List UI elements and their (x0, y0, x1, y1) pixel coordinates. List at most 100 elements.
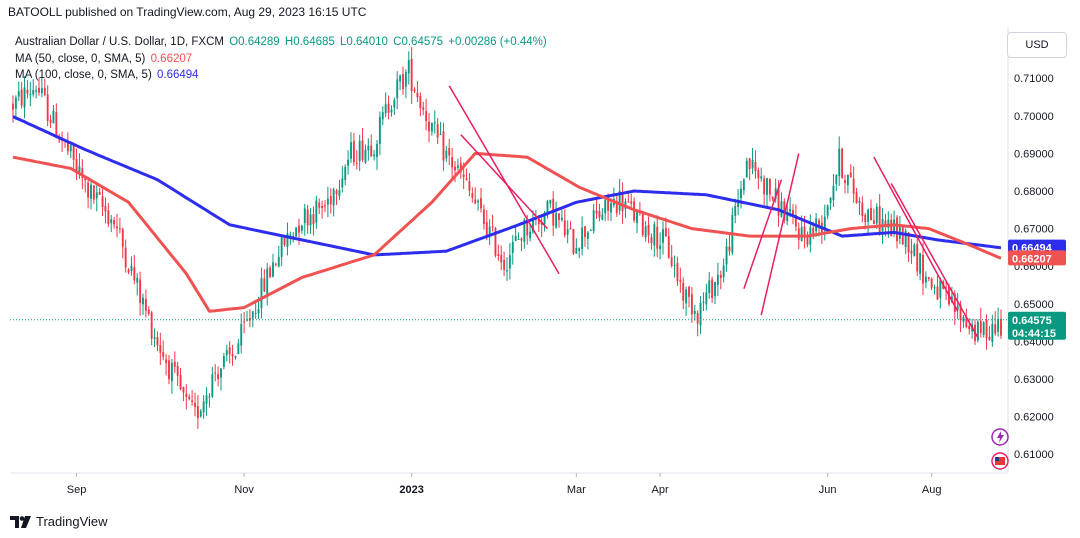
candle-body (170, 362, 173, 382)
candle-body (818, 220, 820, 226)
candle-body (280, 235, 283, 257)
candle-body (393, 99, 396, 108)
symbol-row: Australian Dollar / U.S. Dollar, 1D, FXC… (15, 34, 547, 51)
candle-body (812, 227, 815, 234)
candle-body (110, 219, 113, 224)
candle-body (298, 225, 300, 233)
candle-body (23, 87, 26, 108)
candle-body (780, 201, 783, 217)
candle-body (387, 103, 390, 113)
candle-body (832, 185, 835, 201)
candle-body (81, 168, 84, 178)
candle-body (890, 219, 893, 237)
candle-body (390, 109, 393, 113)
candle-body (211, 374, 214, 397)
candle-body (185, 393, 188, 397)
candle-body (771, 196, 774, 200)
candle-body (150, 312, 153, 339)
ohlc-open: O0.64289 (229, 36, 280, 48)
candle-body (69, 145, 72, 152)
candle-body (12, 103, 14, 110)
candle-body (488, 226, 491, 235)
candle-body (98, 191, 101, 195)
candle-body (529, 231, 532, 239)
candle-body (127, 269, 130, 273)
candle-body (904, 230, 907, 247)
candle-body (766, 178, 768, 195)
candle-body (939, 280, 942, 298)
candle-body (800, 227, 803, 241)
candle-body (66, 140, 69, 152)
ma50-legend-label: MA (50, close, 0, SMA, 5) (15, 52, 146, 65)
candle-body (231, 354, 234, 357)
candle-body (257, 308, 260, 314)
candle-body (43, 87, 46, 95)
ma50-line (12, 151, 1002, 313)
candle-body (563, 220, 566, 236)
candle-body (520, 238, 523, 241)
candle-body (341, 178, 344, 188)
candle-body (416, 92, 419, 98)
candle-body (142, 297, 144, 305)
candle-body (659, 245, 662, 250)
candle-body (352, 140, 355, 163)
candle-body (113, 220, 116, 225)
candle-body (803, 226, 806, 238)
candle-body (159, 344, 162, 353)
candle-body (653, 224, 656, 246)
candle-body (217, 374, 220, 380)
candle-body (162, 352, 165, 357)
candle-body (116, 226, 118, 229)
candle-body (589, 229, 592, 231)
candle-body (321, 205, 324, 208)
candle-body (838, 148, 841, 177)
candle-body (861, 202, 864, 217)
candle-body (52, 110, 55, 124)
candle-body (251, 311, 254, 319)
candle-body (355, 162, 358, 164)
candle-body (448, 148, 451, 156)
flag-stripes (995, 457, 1005, 465)
candle-body (485, 222, 488, 238)
candle-body (254, 312, 257, 314)
candle-body (734, 206, 737, 216)
time-tick-label: Mar (567, 484, 586, 496)
candle-body (222, 356, 225, 367)
candle-body (474, 199, 477, 204)
candle-body (858, 201, 861, 203)
candle-body (644, 226, 647, 238)
candle-body (823, 216, 826, 230)
ma50-price-label-box (1008, 250, 1066, 266)
candle-body (546, 200, 549, 215)
trendline (743, 179, 783, 290)
candle-body (979, 320, 982, 333)
candle-body (38, 87, 40, 93)
candle-body (910, 250, 913, 254)
candle-body (656, 226, 659, 249)
candle-body (994, 324, 997, 334)
candle-body (494, 227, 497, 256)
candle-body (124, 247, 127, 268)
time-tick-label: Aug (922, 484, 942, 496)
last-price-label-text: 0.64575 (1012, 315, 1052, 327)
currency-button[interactable]: USD (1007, 32, 1067, 58)
candle-body (266, 268, 269, 295)
side-icons (991, 428, 1009, 470)
candle-body (716, 274, 719, 285)
candle-body (283, 234, 286, 246)
candle-body (179, 375, 182, 390)
candle-body (312, 214, 315, 225)
candle-body (491, 226, 494, 228)
price-tick-label: 0.68000 (1014, 186, 1054, 198)
candle-body (572, 229, 575, 254)
candle-body (763, 178, 766, 195)
candle-body (104, 205, 107, 212)
candle-body (670, 257, 673, 266)
candle-body (1000, 319, 1002, 336)
candle-body (55, 112, 58, 139)
candle-body (532, 217, 534, 232)
candle-body (719, 274, 722, 279)
candle-body (867, 209, 870, 222)
last-price-label-text: 04:44:15 (1012, 328, 1056, 340)
